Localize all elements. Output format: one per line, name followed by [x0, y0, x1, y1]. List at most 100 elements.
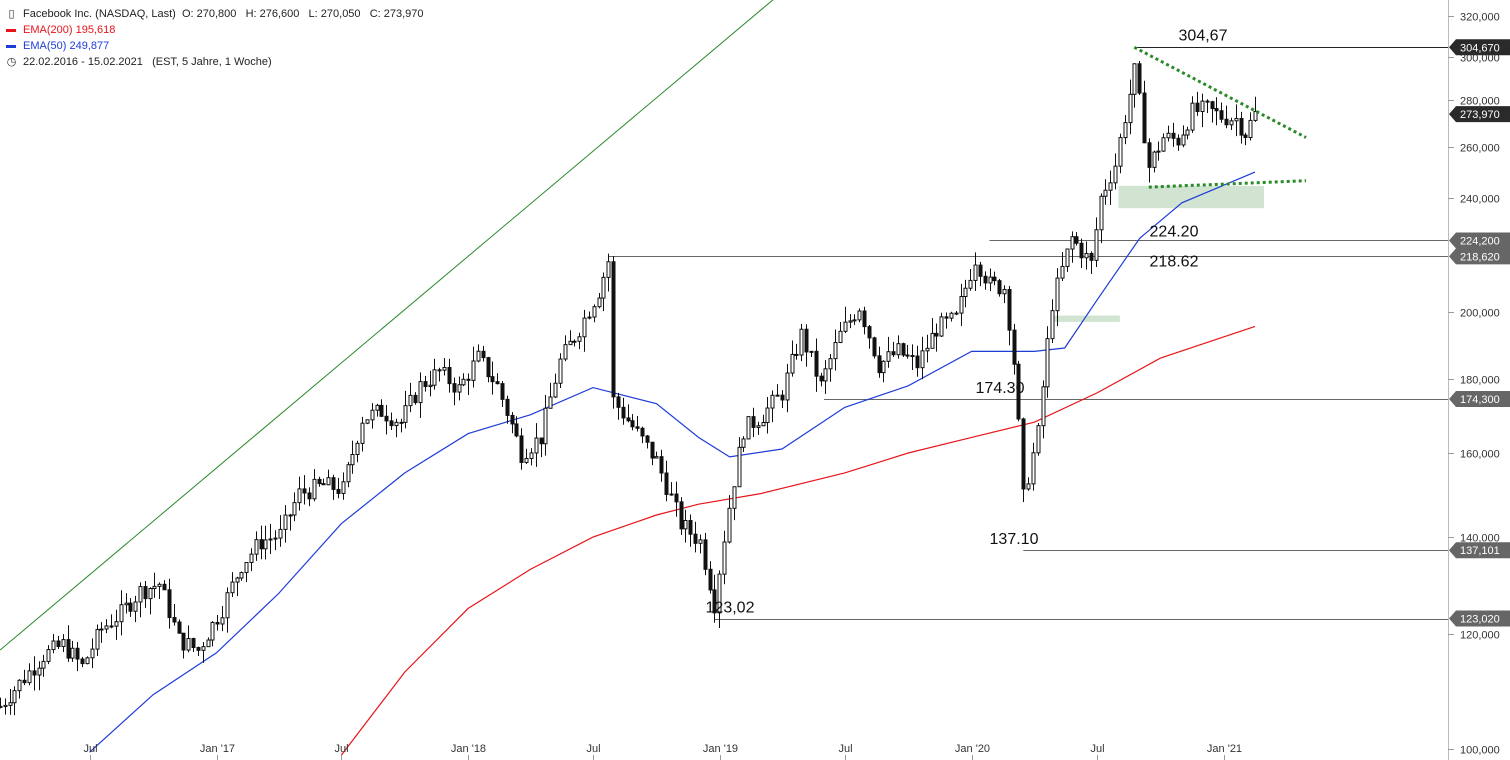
- candle-body: [230, 581, 235, 594]
- candle-body: [1099, 195, 1104, 231]
- level-label: 304,67: [1179, 27, 1228, 44]
- candle-body: [1036, 425, 1041, 454]
- candle-body: [664, 472, 669, 495]
- candle-body: [379, 404, 384, 417]
- candle-body: [645, 435, 650, 443]
- period-range: 22.02.2016 - 15.02.2021: [23, 56, 143, 68]
- candle-body: [905, 354, 910, 357]
- price-tag: [1449, 106, 1510, 123]
- candle-body: [283, 514, 288, 530]
- candle-body: [799, 328, 804, 356]
- price-tag: [1449, 391, 1510, 408]
- candle-body: [1002, 288, 1007, 295]
- candle-body: [457, 384, 462, 393]
- x-tick-label: Jan '18: [451, 743, 486, 755]
- ema50-swatch: [6, 44, 16, 48]
- candle-body: [1060, 265, 1065, 279]
- candle-body: [384, 415, 389, 422]
- candle-body: [254, 539, 259, 555]
- x-tick-label: Jul: [838, 743, 852, 755]
- candle-body: [1007, 288, 1012, 331]
- candle-body: [268, 538, 273, 541]
- price-tag-label: 123,020: [1460, 614, 1500, 626]
- candle-body: [186, 638, 191, 651]
- candle-body: [973, 264, 978, 281]
- candle-body: [553, 382, 558, 398]
- candle-body: [809, 350, 814, 353]
- candle-body: [481, 350, 486, 359]
- candle-body: [572, 340, 577, 343]
- candle-body: [804, 328, 809, 353]
- x-tick-label: Jul: [83, 743, 97, 755]
- candle-body: [548, 396, 553, 409]
- candle-body: [626, 417, 631, 422]
- zone-0: [1118, 185, 1264, 209]
- candle-body: [500, 383, 505, 400]
- candle-body: [239, 572, 244, 579]
- candle-body: [992, 276, 997, 282]
- candle-body: [1176, 137, 1181, 146]
- price-tag: [1449, 248, 1510, 265]
- candle-body: [819, 375, 824, 382]
- instrument-name: Facebook Inc. (NASDAQ, Last): [23, 8, 176, 20]
- candle-body: [1137, 63, 1142, 94]
- y-tick-label: 300,000: [1460, 53, 1500, 65]
- candle-body: [1243, 134, 1248, 139]
- candle-body: [611, 261, 616, 398]
- candle-body: [1123, 122, 1128, 139]
- candle-body: [659, 456, 664, 474]
- y-tick-label: 140,000: [1460, 533, 1500, 545]
- candle-body: [336, 488, 341, 494]
- level-label: 218.62: [1150, 253, 1199, 270]
- price-tag: [1449, 232, 1510, 249]
- y-tick-label: 100,000: [1460, 745, 1500, 757]
- candle-body: [1239, 117, 1244, 136]
- candle-body: [104, 625, 109, 630]
- candle-body: [785, 372, 790, 401]
- y-tick-label: 180,000: [1460, 375, 1500, 387]
- candle-body: [297, 488, 302, 504]
- candle-body: [727, 507, 732, 543]
- candle-body: [790, 353, 795, 374]
- candle-body: [225, 592, 230, 619]
- candle-body: [722, 541, 727, 575]
- candle-body: [891, 351, 896, 356]
- candle-body: [447, 366, 452, 385]
- candle-body: [915, 355, 920, 369]
- candle-body: [0, 705, 3, 708]
- candle-body: [1128, 93, 1133, 124]
- candle-body: [370, 409, 375, 421]
- candle-body: [1103, 189, 1108, 197]
- horizontal-levels: [608, 47, 1448, 620]
- price-tag: [1449, 610, 1510, 627]
- candle-body: [292, 502, 297, 516]
- chart-legend: ▯ Facebook Inc. (NASDAQ, Last) O: 270,80…: [6, 6, 424, 70]
- candle-body: [331, 477, 336, 490]
- candle-body: [403, 405, 408, 423]
- candle-body: [529, 452, 534, 459]
- x-tick-label: Jul: [586, 743, 600, 755]
- candle-body: [1156, 150, 1161, 153]
- candle-body: [138, 586, 143, 603]
- candle-body: [1041, 386, 1046, 427]
- price-tag-label: 174,300: [1460, 394, 1500, 406]
- candle-body: [1229, 120, 1234, 126]
- candlestick-icon: ▯: [8, 8, 15, 20]
- candle-body: [471, 360, 476, 381]
- candle-body: [3, 704, 8, 708]
- candle-body: [27, 670, 32, 684]
- candle-body: [288, 514, 293, 517]
- candle-body: [524, 457, 529, 463]
- candle-body: [307, 492, 312, 500]
- candle-body: [862, 310, 867, 328]
- trend-lines: [0, 0, 1307, 651]
- candle-body: [22, 679, 27, 684]
- candle-body: [1074, 236, 1079, 244]
- candle-body: [1045, 338, 1050, 388]
- candle-body: [389, 420, 394, 427]
- candle-body: [41, 660, 46, 669]
- candle-body: [302, 488, 307, 494]
- candle-body: [1012, 329, 1017, 365]
- candle-body: [46, 649, 51, 662]
